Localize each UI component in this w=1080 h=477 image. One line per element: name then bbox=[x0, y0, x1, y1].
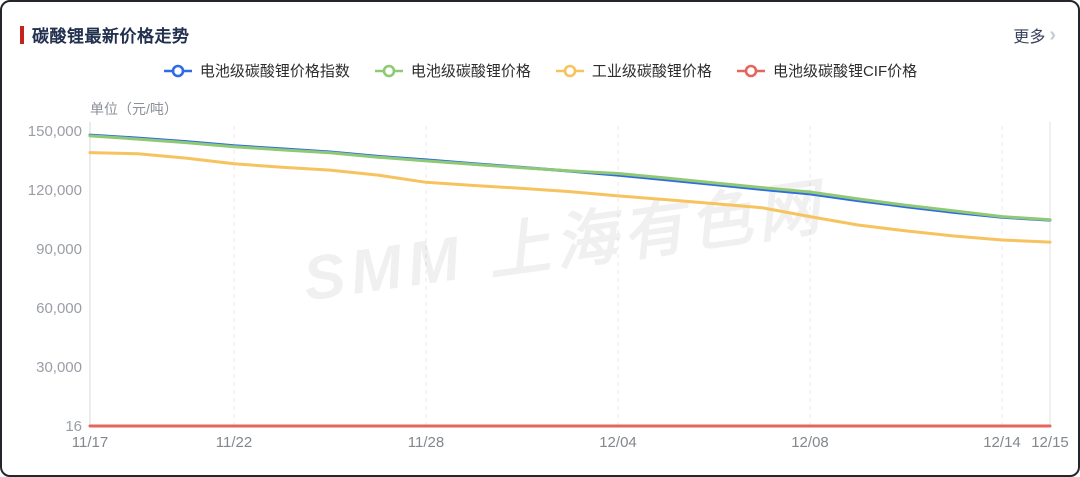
y-tick-label: 60,000 bbox=[36, 300, 82, 317]
x-tick-label: 11/17 bbox=[72, 434, 108, 451]
more-label[interactable]: 更多 bbox=[1013, 28, 1046, 46]
x-tick-label: 12/08 bbox=[791, 434, 829, 451]
chart-legend: 电池级碳酸锂价格指数 电池级碳酸锂价格 工业级碳酸锂价格 电池级碳酸锂CIF价格 bbox=[2, 60, 1078, 81]
y-tick-label: 30,000 bbox=[36, 359, 82, 376]
page-title: 碳酸锂最新价格走势 bbox=[32, 27, 190, 46]
more-link[interactable]: 更多 › bbox=[1013, 23, 1056, 47]
legend-marker-icon bbox=[555, 64, 584, 77]
series-line-2 bbox=[88, 151, 1052, 244]
x-tick-label: 12/14 bbox=[983, 434, 1021, 451]
legend-marker-icon bbox=[374, 64, 403, 77]
legend-label: 电池级碳酸锂CIF价格 bbox=[772, 63, 918, 80]
legend-item-2[interactable]: 工业级碳酸锂价格 bbox=[555, 60, 712, 81]
legend-item-3[interactable]: 电池级碳酸锂CIF价格 bbox=[736, 60, 917, 81]
legend-label: 工业级碳酸锂价格 bbox=[591, 63, 712, 80]
x-tick-label: 11/22 bbox=[216, 434, 252, 451]
legend-item-0[interactable]: 电池级碳酸锂价格指数 bbox=[163, 60, 350, 81]
y-tick-label: 150,000 bbox=[28, 123, 82, 140]
legend-label: 电池级碳酸锂价格 bbox=[410, 63, 531, 80]
y-tick-label: 120,000 bbox=[28, 182, 82, 199]
y-tick-label: 16 bbox=[65, 418, 82, 435]
title-wrap: 碳酸锂最新价格走势 bbox=[20, 22, 190, 47]
x-tick-label: 11/28 bbox=[408, 434, 444, 451]
legend-marker-icon bbox=[736, 64, 765, 77]
legend-label: 电池级碳酸锂价格指数 bbox=[199, 63, 350, 80]
y-tick-label: 90,000 bbox=[36, 241, 82, 258]
chevron-right-icon: › bbox=[1049, 23, 1056, 46]
legend-item-1[interactable]: 电池级碳酸锂价格 bbox=[374, 60, 531, 81]
series-line-1 bbox=[88, 134, 1052, 222]
title-accent-bar bbox=[20, 25, 24, 44]
x-tick-label: 12/04 bbox=[599, 434, 637, 451]
watermark: SMM 上海有色网 bbox=[299, 173, 832, 315]
card-header: 碳酸锂最新价格走势 更多 › bbox=[20, 22, 1056, 47]
unit-label: 单位（元/吨） bbox=[90, 101, 178, 117]
x-tick-label: 12/15 bbox=[1031, 434, 1069, 451]
legend-marker-icon bbox=[163, 64, 192, 77]
